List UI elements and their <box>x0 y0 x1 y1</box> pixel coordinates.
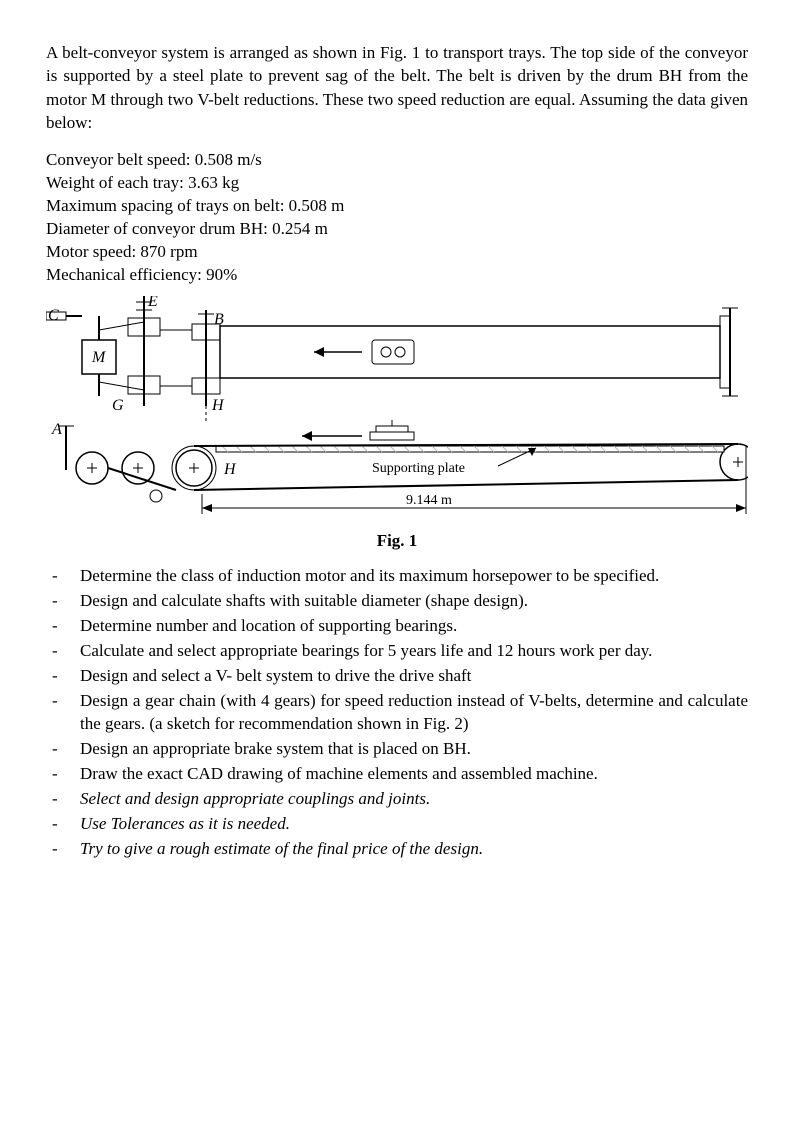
data-tray-weight: Weight of each tray: 3.63 kg <box>46 172 748 195</box>
task-text: Select and design appropriate couplings … <box>80 789 430 808</box>
task-text: Calculate and select appropriate bearing… <box>80 641 652 660</box>
task-item: Select and design appropriate couplings … <box>46 788 748 811</box>
label-h-side: H <box>223 461 237 478</box>
data-efficiency: Mechanical efficiency: 90% <box>46 264 748 287</box>
task-item: Determine number and location of support… <box>46 615 748 638</box>
label-a: A <box>51 421 62 438</box>
task-item: Design an appropriate brake system that … <box>46 738 748 761</box>
label-supporting-plate: Supporting plate <box>372 461 465 476</box>
label-length: 9.144 m <box>406 493 452 508</box>
data-belt-speed: Conveyor belt speed: 0.508 m/s <box>46 149 748 172</box>
task-item: Use Tolerances as it is needed. <box>46 813 748 836</box>
task-text: Determine the class of induction motor a… <box>80 566 659 585</box>
task-item: Design and calculate shafts with suitabl… <box>46 590 748 613</box>
task-list: Determine the class of induction motor a… <box>46 565 748 860</box>
label-c: C <box>48 307 59 324</box>
task-item: Design a gear chain (with 4 gears) for s… <box>46 690 748 736</box>
task-item: Try to give a rough estimate of the fina… <box>46 838 748 861</box>
given-data-block: Conveyor belt speed: 0.508 m/s Weight of… <box>46 149 748 287</box>
data-motor-speed: Motor speed: 870 rpm <box>46 241 748 264</box>
task-text: Design and select a V- belt system to dr… <box>80 666 471 685</box>
task-text: Design a gear chain (with 4 gears) for s… <box>80 691 748 733</box>
data-drum-dia: Diameter of conveyor drum BH: 0.254 m <box>46 218 748 241</box>
figure-1: C E B M G H A H Supporting plate 9.144 m… <box>46 296 748 551</box>
label-e: E <box>147 296 158 310</box>
label-m: M <box>91 349 107 366</box>
intro-paragraph: A belt-conveyor system is arranged as sh… <box>46 41 748 135</box>
task-text: Design and calculate shafts with suitabl… <box>80 591 528 610</box>
task-text: Determine number and location of support… <box>80 616 457 635</box>
data-tray-spacing: Maximum spacing of trays on belt: 0.508 … <box>46 195 748 218</box>
label-b: B <box>214 311 224 328</box>
task-text: Try to give a rough estimate of the fina… <box>80 839 483 858</box>
conveyor-diagram-icon: C E B M G H A H Supporting plate 9.144 m <box>46 296 748 521</box>
task-item: Determine the class of induction motor a… <box>46 565 748 588</box>
label-h-top: H <box>211 397 225 414</box>
page-root: A belt-conveyor system is arranged as sh… <box>0 0 794 861</box>
task-item: Calculate and select appropriate bearing… <box>46 640 748 663</box>
task-item: Draw the exact CAD drawing of machine el… <box>46 763 748 786</box>
label-g: G <box>112 397 124 414</box>
task-text: Use Tolerances as it is needed. <box>80 814 290 833</box>
task-text: Design an appropriate brake system that … <box>80 739 471 758</box>
figure-caption: Fig. 1 <box>46 531 748 551</box>
task-item: Design and select a V- belt system to dr… <box>46 665 748 688</box>
task-text: Draw the exact CAD drawing of machine el… <box>80 764 598 783</box>
